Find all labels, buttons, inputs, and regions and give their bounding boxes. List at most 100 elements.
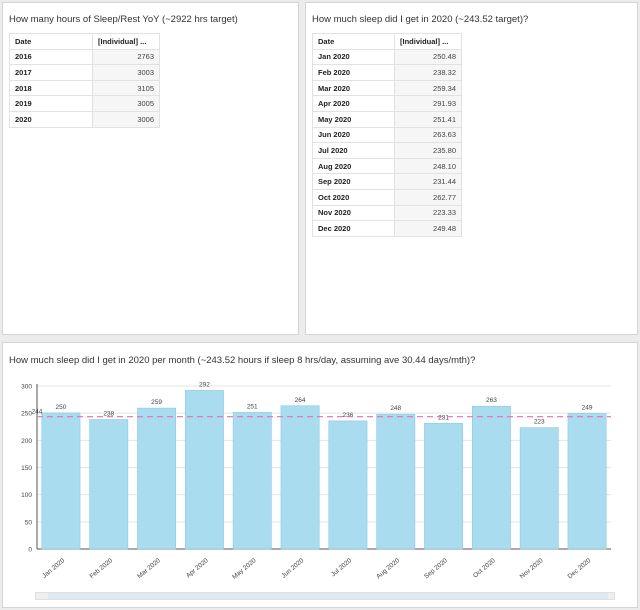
data-label: 251 — [247, 403, 258, 410]
table-row[interactable]: Nov 2020 223.33 — [312, 204, 462, 222]
date-column-header[interactable]: Date — [9, 33, 93, 50]
table-row[interactable]: 2017 3003 — [9, 64, 160, 81]
x-tick-label: Jan 2020 — [41, 557, 66, 580]
row-value: 223.33 — [394, 204, 462, 222]
bar[interactable] — [184, 390, 224, 550]
table-row[interactable]: Jul 2020 235.80 — [312, 142, 462, 159]
bar[interactable] — [471, 405, 511, 550]
bar[interactable] — [280, 405, 320, 550]
table-row[interactable]: Jan 2020 250.48 — [312, 48, 462, 66]
x-tick-label: Jun 2020 — [280, 557, 305, 580]
x-tick-label: Dec 2020 — [567, 557, 593, 580]
x-tick-label: Oct 2020 — [472, 557, 497, 580]
data-label: 263 — [486, 397, 497, 404]
x-tick-label: Nov 2020 — [519, 557, 545, 580]
bar[interactable] — [232, 412, 272, 550]
x-tick-label: Mar 2020 — [136, 557, 162, 580]
row-label: Jun 2020 — [312, 126, 395, 144]
y-tick-label: 0 — [28, 547, 32, 554]
table-row[interactable]: Apr 2020 291.93 — [312, 95, 462, 112]
x-tick-label: Sep 2020 — [423, 557, 449, 580]
row-label: Mar 2020 — [312, 79, 395, 97]
monthly-panel: How much sleep did I get in 2020 (~243.5… — [305, 2, 638, 335]
row-label: 2020 — [9, 110, 93, 128]
row-value: 2763 — [92, 48, 160, 66]
yoy-table-body: 2016 2763 2017 3003 2018 3105 2019 3005 2020 3006 — [9, 48, 160, 128]
table-row[interactable]: Dec 2020 249.48 — [312, 220, 462, 237]
row-label: Sep 2020 — [312, 173, 395, 190]
row-value: 259.34 — [394, 79, 462, 97]
chart-title: How much sleep did I get in 2020 per mon… — [9, 355, 476, 366]
bar[interactable] — [519, 427, 559, 550]
y-tick-label: 250 — [21, 411, 32, 418]
monthly-header-row: Date [Individual] ... — [312, 33, 462, 50]
data-label: 248 — [390, 405, 401, 412]
row-value: 235.80 — [394, 142, 462, 159]
x-tick-label: Feb 2020 — [88, 557, 114, 580]
x-tick-label: Jul 2020 — [330, 557, 354, 578]
data-label: 250 — [55, 404, 66, 411]
date-column-header[interactable]: Date — [312, 33, 395, 50]
table-row[interactable]: 2016 2763 — [9, 48, 160, 66]
row-label: 2019 — [9, 95, 93, 112]
data-label: 231 — [438, 414, 449, 421]
bar[interactable] — [328, 420, 368, 550]
y-tick-label: 100 — [21, 492, 32, 499]
reference-line-label: 244 — [32, 409, 43, 416]
row-value: 3003 — [92, 64, 160, 81]
monthly-title: How much sleep did I get in 2020 (~243.5… — [312, 14, 529, 25]
bar[interactable] — [41, 412, 81, 550]
row-label: Oct 2020 — [312, 188, 395, 206]
bar[interactable] — [567, 413, 607, 550]
value-column-header[interactable]: [Individual] ... — [394, 33, 462, 50]
monthly-table-body: Jan 2020 250.48 Feb 2020 238.32 Mar 2020 259.… — [312, 48, 462, 237]
row-value: 3006 — [92, 110, 160, 128]
row-value: 248.10 — [394, 157, 462, 175]
table-row[interactable]: Jun 2020 263.63 — [312, 126, 462, 144]
row-label: Jul 2020 — [312, 142, 395, 159]
data-label: 236 — [342, 412, 353, 419]
row-label: 2017 — [9, 64, 93, 81]
row-label: Apr 2020 — [312, 95, 395, 112]
chart-scrollbar-thumb[interactable] — [48, 593, 608, 599]
chart-scrollbar[interactable] — [35, 592, 615, 600]
row-value: 263.63 — [394, 126, 462, 144]
row-label: 2018 — [9, 79, 93, 97]
y-tick-label: 50 — [25, 519, 33, 526]
bar[interactable] — [424, 422, 464, 550]
table-row[interactable]: May 2020 251.41 — [312, 110, 462, 128]
row-value: 3105 — [92, 79, 160, 97]
row-label: Aug 2020 — [312, 157, 395, 175]
bar[interactable] — [376, 413, 416, 550]
data-label: 292 — [199, 381, 210, 388]
row-label: 2016 — [9, 48, 93, 66]
data-label: 238 — [103, 411, 114, 418]
table-row[interactable]: Mar 2020 259.34 — [312, 79, 462, 97]
table-row[interactable]: Aug 2020 248.10 — [312, 157, 462, 175]
x-tick-label: Aug 2020 — [375, 557, 401, 580]
table-row[interactable]: Oct 2020 262.77 — [312, 188, 462, 206]
table-row[interactable]: 2020 3006 — [9, 110, 160, 128]
data-label: 249 — [582, 404, 593, 411]
table-row[interactable]: Sep 2020 231.44 — [312, 173, 462, 190]
row-value: 249.48 — [394, 220, 462, 237]
row-value: 262.77 — [394, 188, 462, 206]
x-tick-label: May 2020 — [231, 557, 258, 581]
yoy-panel: How many hours of Sleep/Rest YoY (~2922 … — [2, 2, 299, 335]
bar[interactable] — [137, 407, 177, 550]
table-row[interactable]: Feb 2020 238.32 — [312, 64, 462, 81]
value-column-header[interactable]: [Individual] ... — [92, 33, 160, 50]
monthly-table: Date [Individual] ... Jan 2020 250.48 Feb … — [312, 33, 462, 237]
data-label: 259 — [151, 399, 162, 406]
row-label: Nov 2020 — [312, 204, 395, 222]
row-label: Feb 2020 — [312, 64, 395, 81]
row-value: 291.93 — [394, 95, 462, 112]
data-label: 223 — [534, 419, 545, 426]
table-row[interactable]: 2019 3005 — [9, 95, 160, 112]
row-label: Jan 2020 — [312, 48, 395, 66]
bar[interactable] — [89, 419, 129, 550]
table-row[interactable]: 2018 3105 — [9, 79, 160, 97]
y-tick-label: 150 — [21, 465, 32, 472]
row-value: 231.44 — [394, 173, 462, 190]
x-tick-label: Apr 2020 — [185, 557, 210, 580]
